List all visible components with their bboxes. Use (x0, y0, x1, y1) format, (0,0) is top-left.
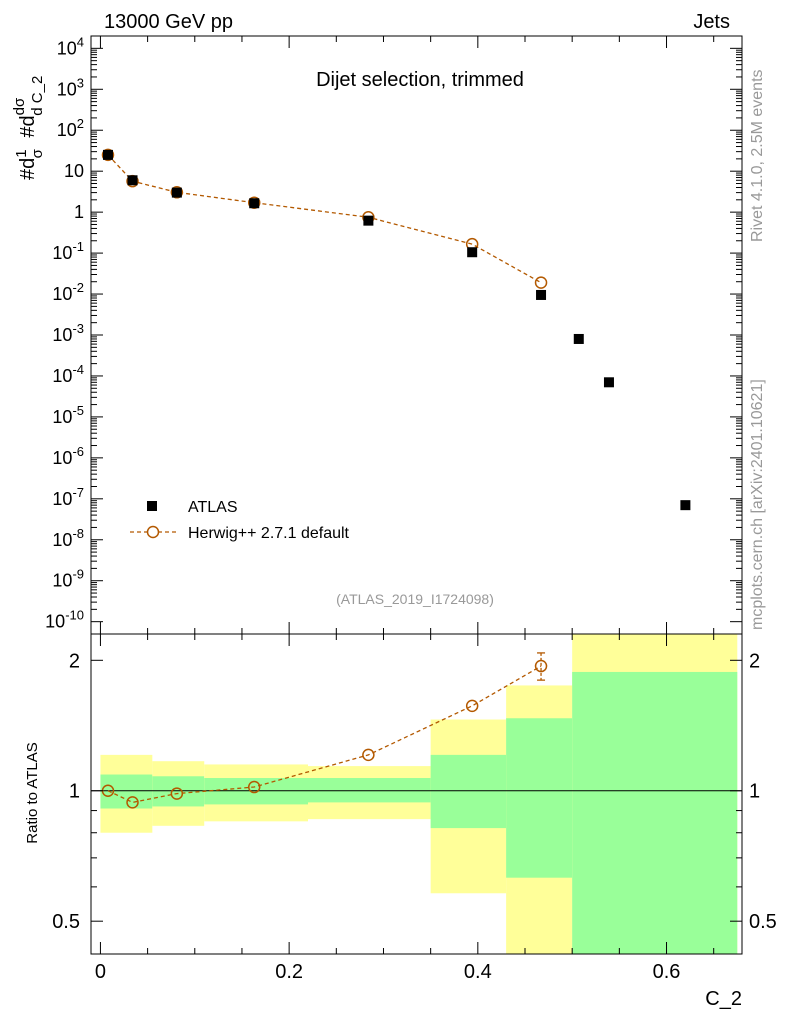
ratio-y-tick-label-right: 0.5 (749, 911, 777, 933)
y-tick-label: 10-7 (52, 485, 84, 509)
process-label: 13000 GeV pp (104, 11, 233, 33)
y-tick-label: 10-3 (52, 321, 84, 345)
y-tick-label: 10-5 (52, 403, 84, 427)
ratio-axis-ticks (91, 634, 742, 954)
main-y-axis-label: #d1σ #ddσd C_2 (11, 76, 46, 180)
y-tick-label: 103 (57, 75, 84, 99)
main-y-tick-labels: 10-10 10-9 10-8 10-7 10-6 10-5 10-4 10-3 10-2 10-… (45, 34, 84, 631)
legend-herwig-label: Herwig++ 2.7.1 default (188, 525, 350, 542)
atlas-point (573, 333, 584, 344)
legend-herwig-marker (146, 525, 160, 539)
source-label: mcplots.cern.ch [arXiv:2401.10621] (749, 379, 766, 630)
ratio-inner-band (506, 718, 573, 878)
atlas-point (680, 500, 691, 511)
x-tick-label: 0.6 (653, 961, 681, 983)
ratio-herwig-point (126, 796, 139, 809)
atlas-point (603, 377, 614, 388)
main-series-atlas (102, 149, 691, 511)
main-frame (90, 35, 743, 635)
analysis-tag: (ATLAS_2019_I1724098) (336, 591, 494, 607)
ratio-y-tick-label-right: 2 (749, 650, 760, 672)
ratio-y-tick-labels: 0.5 0.5 1 1 2 2 (52, 650, 777, 933)
ratio-herwig-line (107, 665, 542, 804)
y-tick-label: 10-9 (52, 567, 84, 591)
ratio-herwig-point (247, 780, 261, 794)
main-title: Dijet selection, trimmed (316, 69, 524, 91)
main-axis-ticks (91, 35, 742, 634)
ratio-inner-band (308, 778, 431, 803)
y-tick-label: 102 (57, 116, 84, 140)
y-tick-label: 10-1 (52, 239, 84, 263)
main-panel: Dijet selection, trimmed (ATLAS_2019_I17… (11, 34, 743, 635)
ratio-bands (100, 634, 738, 954)
atlas-point (171, 187, 182, 198)
ratio-y-tick-label: 1 (69, 781, 80, 803)
ratio-series-herwig (101, 652, 548, 809)
ratio-inner-band (572, 671, 738, 954)
atlas-point (249, 198, 260, 209)
jets-label: Jets (693, 11, 730, 33)
atlas-point (127, 175, 138, 186)
y-tick-label: 10-10 (45, 608, 84, 632)
ratio-herwig-point (170, 787, 184, 800)
x-tick-label: 0 (95, 961, 106, 983)
x-tick-label: 0.2 (275, 961, 303, 983)
x-axis-label: C_2 (705, 988, 742, 1010)
herwig-point (101, 148, 115, 162)
ratio-inner-band (430, 754, 507, 829)
ratio-y-axis-label: Ratio to ATLAS (24, 742, 41, 843)
ratio-x-tick-labels: 0 0.2 0.4 0.6 (95, 961, 681, 983)
herwig-point (170, 186, 184, 199)
legend-atlas-marker (147, 501, 157, 511)
y-axis-label-text: #d1σ #ddσd C_2 (11, 76, 46, 180)
ratio-y-tick-label-right: 1 (749, 781, 760, 803)
x-tick-label: 0.4 (464, 961, 492, 983)
ratio-y-tick-label: 2 (69, 650, 80, 672)
y-tick-label: 10 (64, 161, 84, 181)
ratio-herwig-point (362, 748, 375, 762)
y-tick-label: 10-4 (52, 362, 84, 386)
atlas-point (363, 215, 374, 226)
ratio-frame (90, 633, 743, 955)
rivet-version-label: Rivet 4.1.0, 2.5M events (749, 69, 766, 242)
y-tick-label: 10-8 (52, 526, 84, 550)
legend: ATLAS Herwig++ 2.7.1 default (130, 499, 350, 542)
ratio-herwig-point (465, 699, 479, 713)
atlas-point (536, 289, 547, 300)
y-tick-label: 10-2 (52, 280, 84, 304)
legend-atlas-label: ATLAS (188, 499, 238, 516)
atlas-point (102, 149, 113, 160)
y-tick-label: 1 (74, 202, 84, 222)
herwig-line (107, 154, 542, 284)
herwig-point (534, 276, 548, 289)
y-tick-label: 10-6 (52, 444, 84, 468)
main-series-herwig (101, 148, 548, 289)
y-tick-label: 104 (57, 34, 84, 58)
ratio-panel: 0.5 0.5 1 1 2 2 0 0.2 0.4 0.6 Ratio to ATLAS C_2 (24, 633, 777, 1010)
ratio-y-tick-label: 0.5 (52, 911, 80, 933)
atlas-point (467, 247, 478, 258)
ratio-herwig-point (534, 659, 548, 673)
